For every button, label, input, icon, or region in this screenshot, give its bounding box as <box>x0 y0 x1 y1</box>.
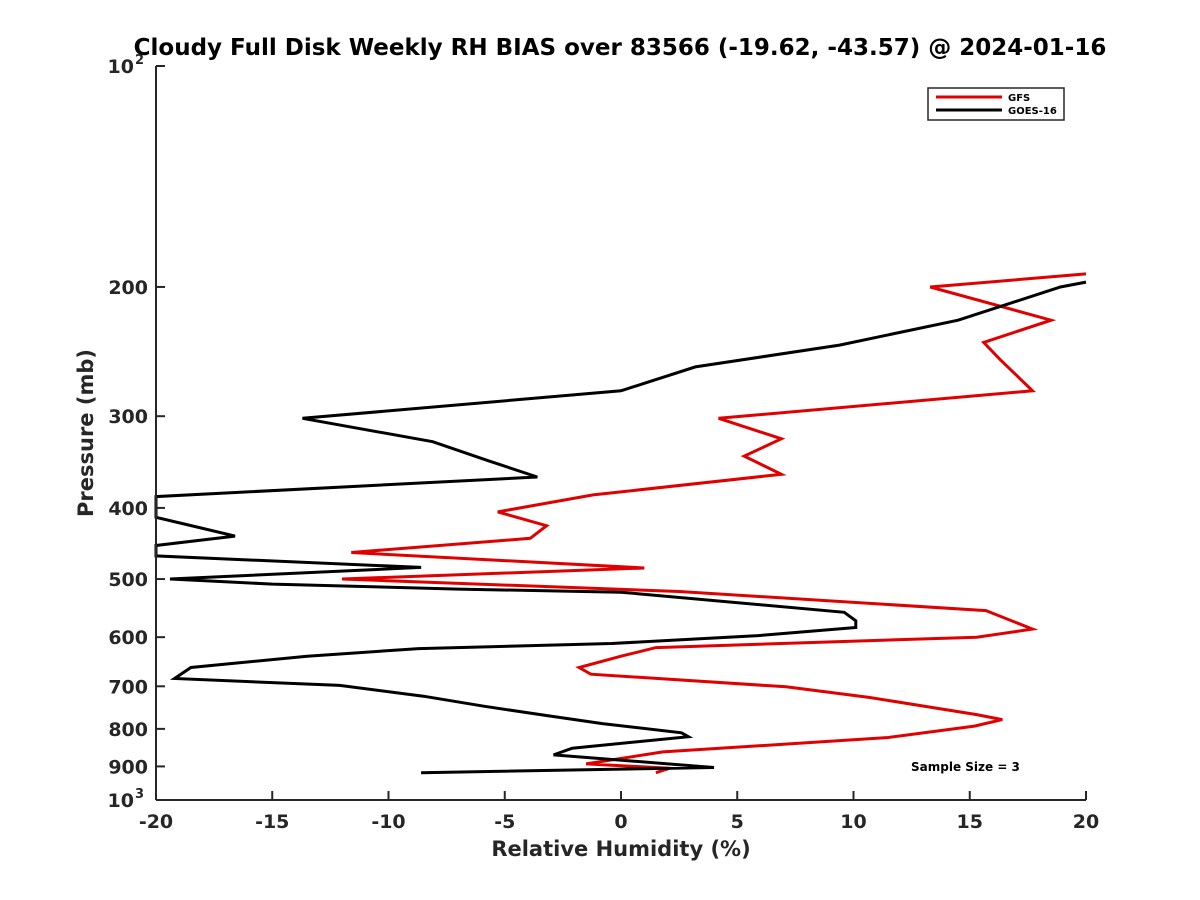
x-tick-label: 20 <box>1073 811 1099 833</box>
y-tick-label: 800 <box>108 719 148 741</box>
x-ticks: -20 -15 -10 -5 0 5 10 15 20 <box>139 791 1099 833</box>
legend-label-gfs: GFS <box>1008 93 1030 104</box>
y-tick-label: 200 <box>108 277 148 299</box>
x-tick-label: -20 <box>139 811 173 833</box>
y-axis-title: Pressure (mb) <box>74 349 98 517</box>
x-tick-label: 0 <box>614 811 627 833</box>
x-tick-label: -5 <box>494 811 515 833</box>
x-tick-label: -10 <box>371 811 405 833</box>
legend-label-goes16: GOES-16 <box>1008 106 1057 117</box>
x-tick-label: 5 <box>731 811 744 833</box>
x-tick-label: 10 <box>840 811 866 833</box>
y-decade-label: 10 <box>108 790 134 812</box>
y-decade-label: 10 <box>108 56 134 78</box>
legend-box <box>927 87 1065 121</box>
y-tick-label: 400 <box>108 498 148 520</box>
sample-size-annotation: Sample Size = 3 <box>911 760 1020 774</box>
y-decade-exponent: 3 <box>135 787 144 802</box>
y-tick-label: 900 <box>108 756 148 778</box>
y-decade-exponent: 2 <box>135 53 144 68</box>
y-tick-label: 700 <box>108 676 148 698</box>
series-line-goes16 <box>154 280 1087 775</box>
x-tick-label: -15 <box>255 811 289 833</box>
x-tick-label: 15 <box>957 811 983 833</box>
y-tick-label: 600 <box>108 627 148 649</box>
plot-lines <box>154 272 1087 775</box>
legend: GFS GOES-16 <box>927 87 1065 121</box>
x-axis-title: Relative Humidity (%) <box>491 837 750 861</box>
y-tick-label: 300 <box>108 406 148 428</box>
chart-title: Cloudy Full Disk Weekly RH BIAS over 835… <box>134 35 1107 61</box>
series-line-gfs <box>341 272 1087 775</box>
y-tick-label: 500 <box>108 569 148 591</box>
